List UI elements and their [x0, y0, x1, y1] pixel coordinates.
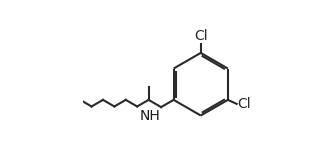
Text: Cl: Cl: [237, 97, 251, 111]
Text: Cl: Cl: [194, 29, 208, 43]
Text: NH: NH: [140, 109, 160, 123]
